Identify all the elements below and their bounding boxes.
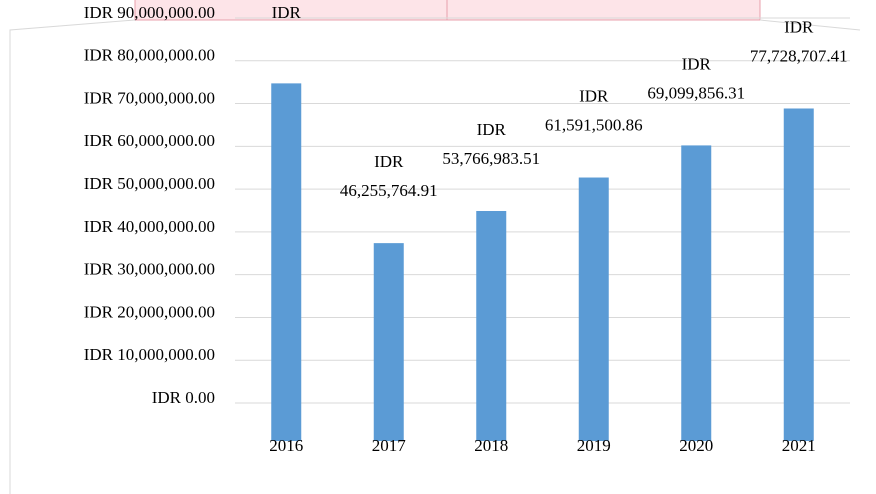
data-label: IDR 53,766,983.51 — [442, 120, 540, 168]
y-tick-label: IDR 60,000,000.00 — [84, 131, 215, 150]
bar — [578, 177, 609, 441]
y-tick-label: IDR 80,000,000.00 — [84, 46, 215, 65]
data-label: IDR 69,099,856.31 — [647, 54, 745, 102]
data-label: IDR 61,591,500.86 — [545, 86, 643, 134]
chart-border-right — [759, 19, 861, 31]
x-tick-label: 2017 — [372, 436, 407, 455]
y-tick-label: IDR 0.00 — [152, 388, 215, 407]
y-tick-label: IDR 10,000,000.00 — [84, 345, 215, 364]
x-tick-label: 2019 — [577, 436, 611, 455]
y-tick-label: IDR 30,000,000.00 — [84, 260, 215, 279]
bar — [271, 83, 302, 441]
y-tick-label: IDR 40,000,000.00 — [84, 217, 215, 236]
data-label: IDR 46,255,764.91 — [340, 152, 438, 200]
bar — [783, 108, 814, 441]
x-tick-label: 2018 — [474, 436, 508, 455]
data-label: IDR 77,728,707.41 — [750, 17, 848, 65]
bar — [373, 243, 404, 441]
y-tick-label: IDR 70,000,000.00 — [84, 88, 215, 107]
bar — [476, 210, 507, 441]
y-tick-label: IDR 50,000,000.00 — [84, 174, 215, 193]
y-tick-label: IDR 90,000,000.00 — [84, 3, 215, 22]
chart-border — [9, 19, 136, 494]
y-tick-label: IDR 20,000,000.00 — [84, 302, 215, 321]
x-tick-label: 2021 — [782, 436, 816, 455]
bar — [681, 145, 712, 441]
x-tick-label: 2016 — [269, 436, 303, 455]
x-tick-label: 2020 — [679, 436, 713, 455]
data-label: IDR — [272, 3, 302, 22]
